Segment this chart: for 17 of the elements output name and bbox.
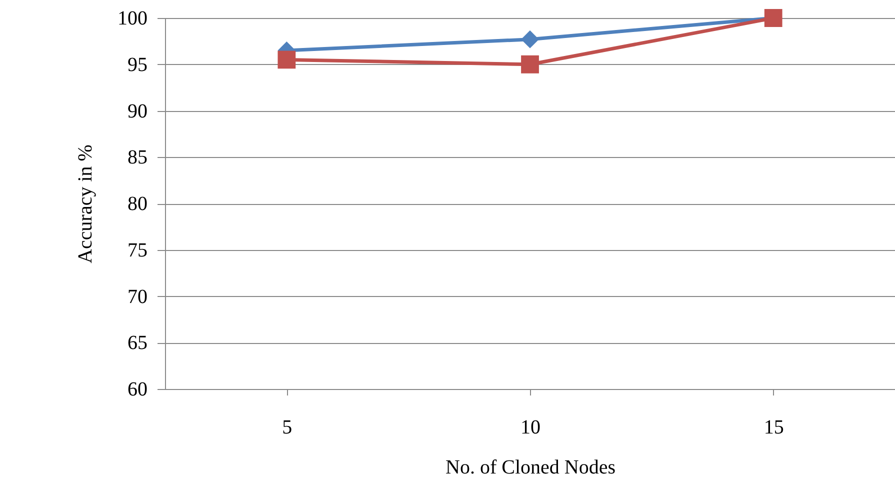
y-tick-label: 65	[128, 332, 148, 354]
y-tick-label: 95	[128, 54, 148, 76]
point	[521, 30, 539, 48]
y-tick-label: 80	[128, 193, 148, 215]
y-tick-label: 90	[128, 100, 148, 122]
y-tick-label: 60	[128, 378, 148, 400]
x-tick-label: 15	[764, 416, 784, 438]
y-tick-label: 85	[128, 146, 148, 169]
y-tick-label: 70	[128, 286, 148, 308]
point	[278, 50, 296, 69]
x-tick-label: 5	[282, 416, 292, 438]
y-tick-label: 75	[128, 239, 148, 262]
x-tick-label: 10	[520, 416, 540, 438]
point	[521, 55, 539, 74]
y-tick-label: 100	[118, 8, 148, 30]
y-axis-title: Accuracy in %	[74, 144, 96, 264]
x-axis-title: No. of Cloned Nodes	[446, 456, 616, 478]
